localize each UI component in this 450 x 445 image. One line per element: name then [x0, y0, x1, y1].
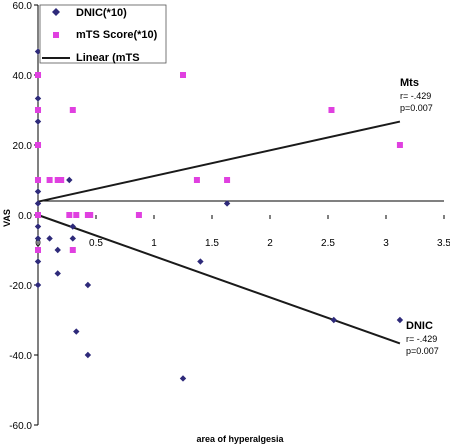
dnic-point [179, 375, 187, 382]
dnic-point [197, 258, 204, 265]
x-tick-label: 2 [267, 238, 273, 249]
trendline-dnic [37, 214, 401, 345]
dnic-point [34, 200, 42, 207]
mts-point [35, 212, 41, 218]
mts-point [35, 107, 41, 113]
y-axis-title: VAS [2, 209, 12, 227]
trendline-mts [37, 120, 401, 203]
dnic-point [34, 281, 42, 289]
mts-point [73, 212, 80, 218]
mts-point [193, 177, 200, 183]
dnic-point [46, 235, 53, 242]
mts-point [328, 107, 335, 113]
dnic-point [54, 270, 61, 277]
dnic-point [34, 235, 42, 242]
x-tick-label: 0.5 [89, 238, 103, 249]
y-tick-label: 0.0 [18, 211, 32, 222]
dnic-annotation-p: p=0.007 [406, 346, 439, 356]
mts-point [180, 72, 186, 78]
dnic-point [66, 176, 73, 184]
mts-point [58, 177, 65, 183]
mts-point [46, 177, 53, 183]
mts-point [224, 177, 231, 183]
legend-mts-label: mTS Score(*10) [76, 29, 158, 41]
legend-mts-marker [53, 32, 59, 38]
y-tick-label: 60.0 [13, 1, 33, 12]
y-tick-label: -40.0 [9, 351, 32, 362]
dnic-point [69, 235, 76, 242]
x-tick-label: 2.5 [321, 238, 335, 249]
dnic-annotation-title: DNIC [406, 320, 433, 332]
dnic-point [73, 328, 80, 335]
x-ticks [37, 215, 445, 219]
mts-annotation-p: p=0.007 [400, 103, 433, 113]
dnic-point [34, 118, 42, 125]
dnic-point [69, 223, 76, 230]
legend-box [39, 4, 167, 64]
y-tick-label: -20.0 [9, 281, 32, 292]
y-tick-label: 20.0 [13, 141, 33, 152]
data-points [34, 48, 404, 382]
mts-annotation-title: Mts [400, 77, 419, 89]
dnic-point [34, 223, 42, 230]
x-tick-label: 1.5 [205, 238, 219, 249]
mts-point [135, 212, 142, 218]
dnic-point [84, 281, 92, 289]
mts-point [54, 177, 61, 183]
dnic-point [34, 95, 42, 102]
dnic-point [223, 200, 231, 207]
x-tick-label: 3 [383, 238, 389, 249]
mts-point [396, 142, 403, 148]
dnic-point [54, 246, 61, 254]
x-tick-labels: 00.511.522.533.5 [35, 238, 450, 249]
mts-point [87, 212, 94, 218]
legend-linear-label: Linear (mTS [76, 52, 140, 64]
mts-annotation-r: r= -.429 [400, 91, 431, 101]
trendlines [37, 120, 401, 345]
mts-point [35, 142, 41, 148]
x-tick-label: 3.5 [437, 238, 450, 249]
x-tick-label: 1 [151, 238, 157, 249]
y-tick-label: 40.0 [13, 71, 33, 82]
mts-point [66, 212, 73, 218]
dnic-point [396, 316, 404, 324]
mts-point [35, 247, 41, 253]
legend-dnic-marker [52, 8, 60, 16]
x-axis-title: area of hyperalgesia [196, 434, 284, 444]
dnic-point [84, 351, 92, 359]
mts-point [69, 247, 76, 253]
dnic-point [34, 188, 42, 195]
legend: DNIC(*10) mTS Score(*10) Linear (mTS [39, 4, 167, 64]
dnic-annotation-r: r= -.429 [406, 334, 437, 344]
mts-point [35, 177, 41, 183]
dnic-point [330, 316, 337, 324]
y-tick-label: -60.0 [9, 421, 32, 432]
y-tick-labels: 60.0 40.0 20.0 0.0 -20.0 -40.0 -60.0 [9, 1, 32, 432]
legend-dnic-label: DNIC(*10) [76, 7, 127, 19]
mts-point [35, 72, 41, 78]
dnic-point [34, 258, 42, 265]
mts-point [69, 107, 76, 113]
